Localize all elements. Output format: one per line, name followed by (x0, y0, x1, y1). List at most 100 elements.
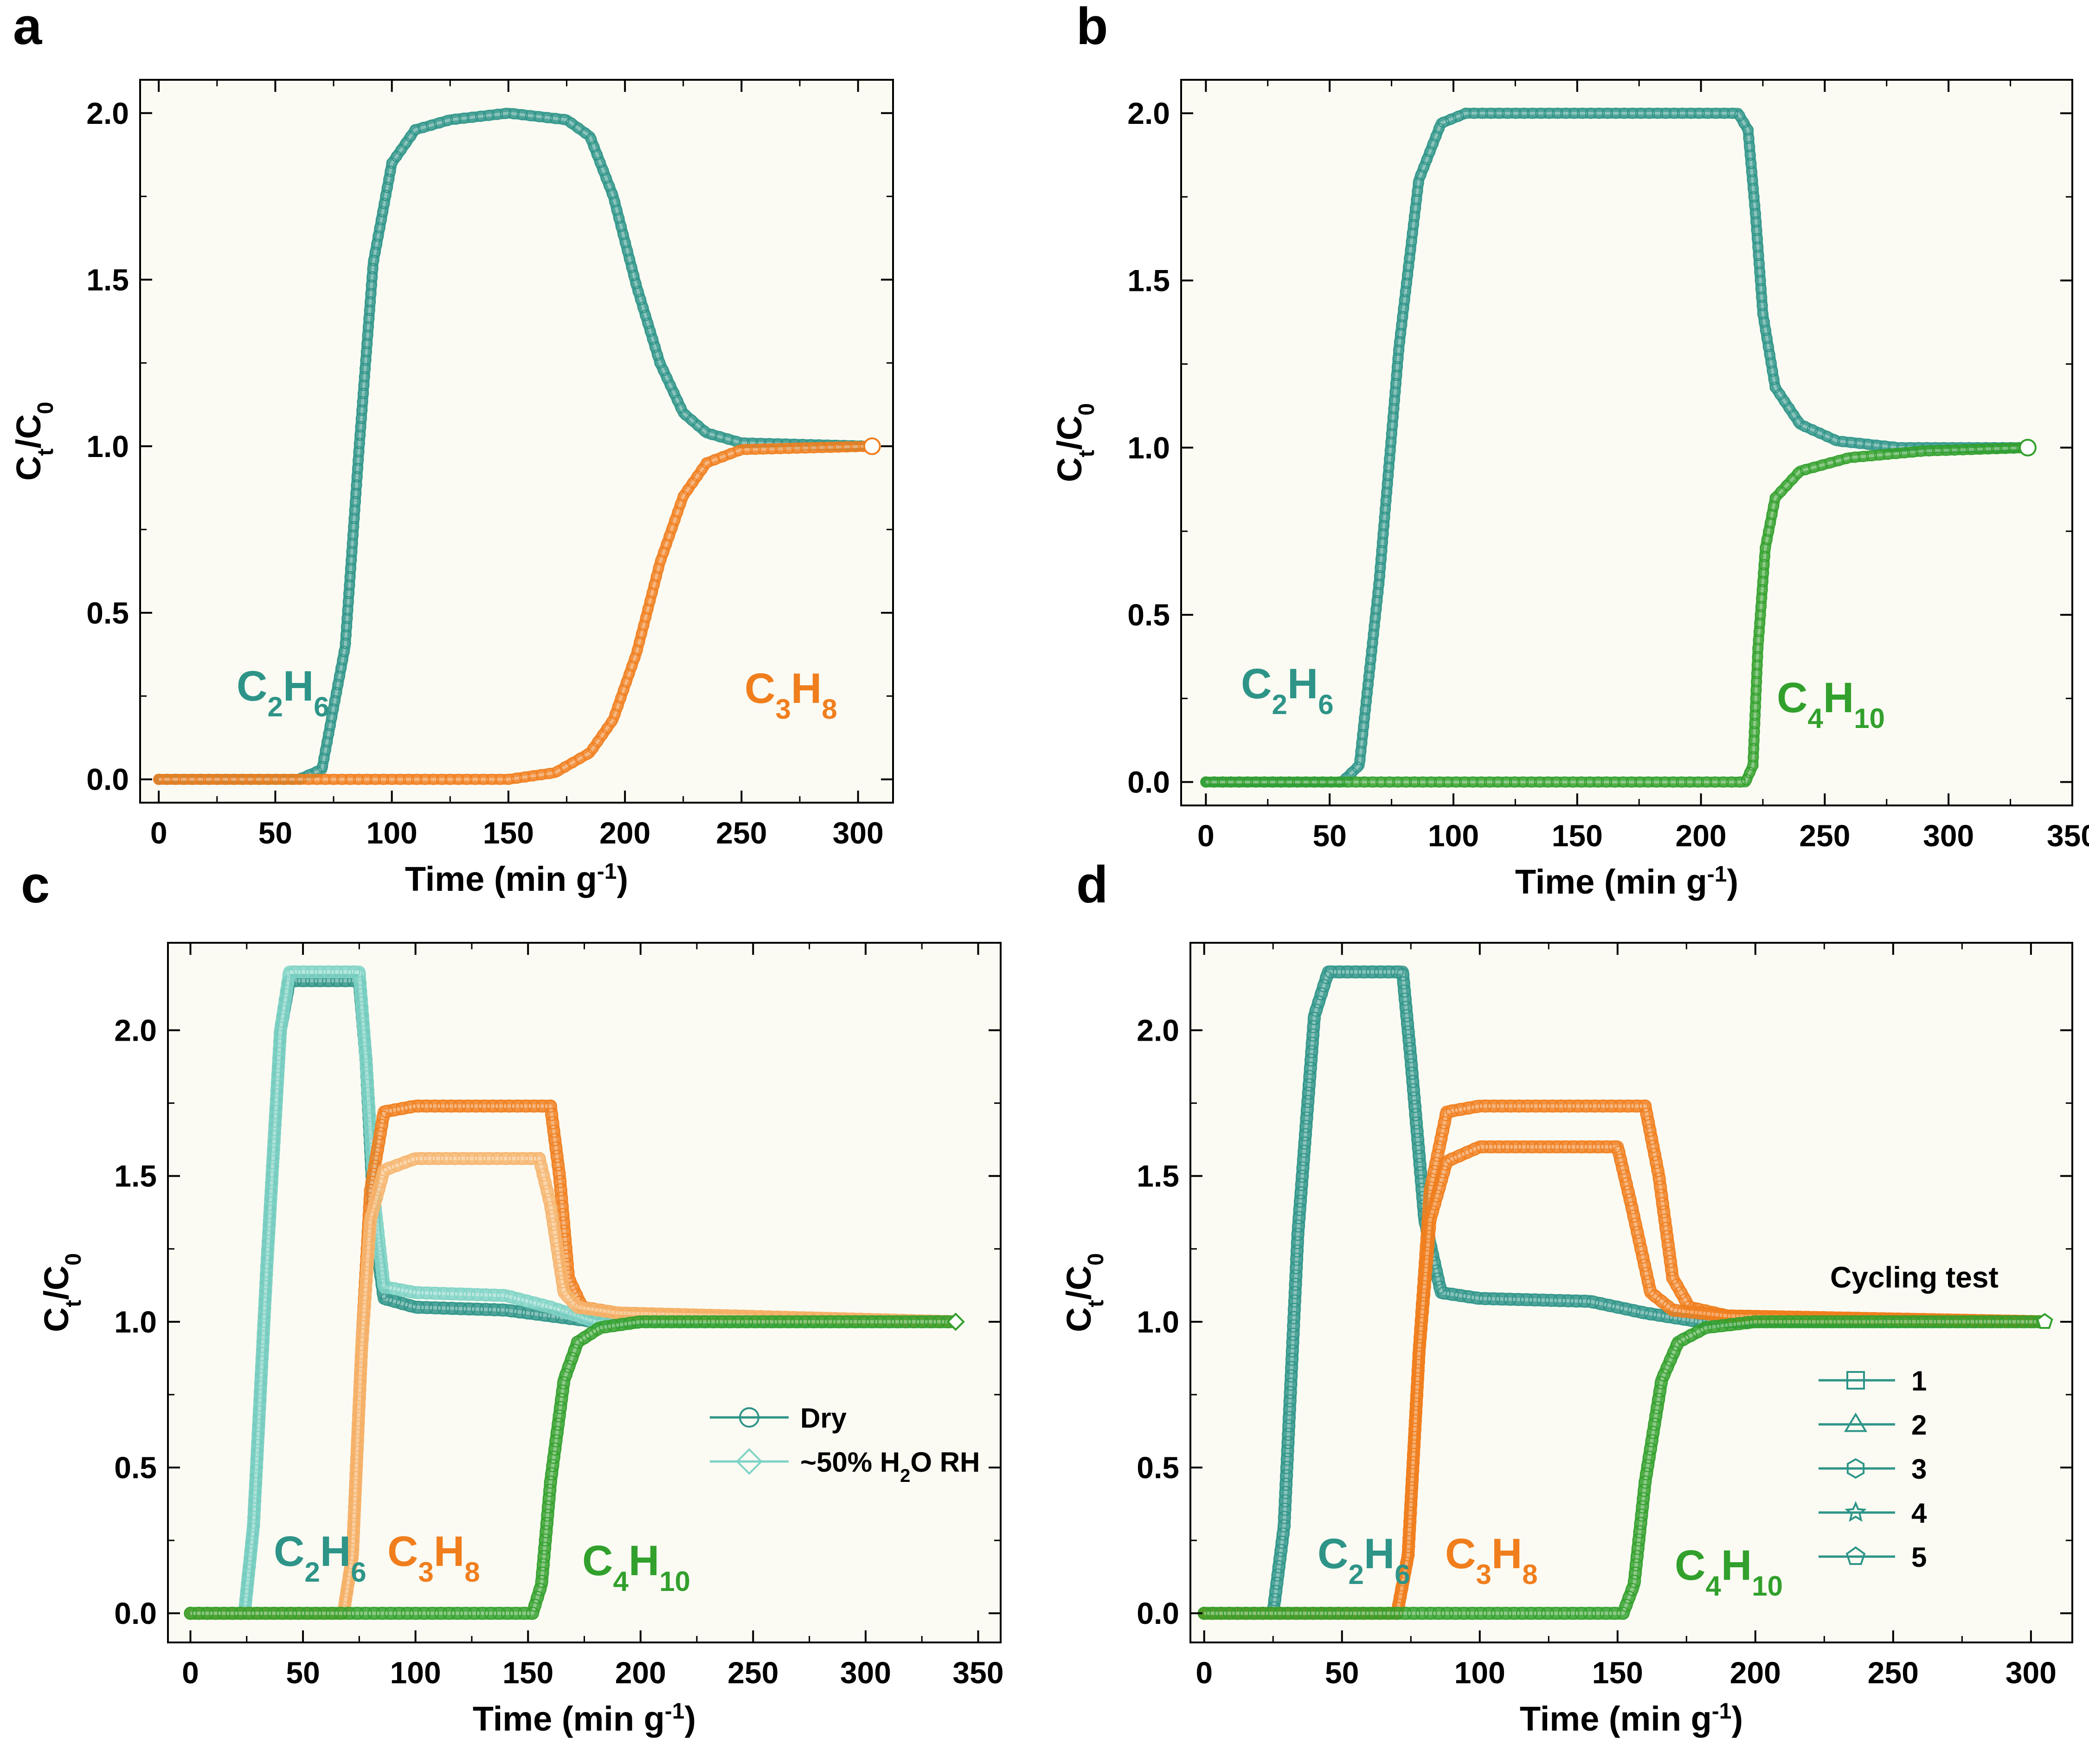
data-point (228, 773, 239, 785)
data-point (1285, 1352, 1299, 1366)
data-point (1747, 174, 1758, 186)
data-point (1234, 776, 1245, 788)
data-point (1401, 1017, 1414, 1030)
data-point (612, 700, 624, 712)
data-point (344, 579, 355, 591)
data-point (1250, 776, 1262, 788)
data-point (1907, 446, 1919, 458)
data-point (444, 773, 456, 785)
data-point (260, 1260, 274, 1273)
data-point (448, 1152, 462, 1165)
data-point (1373, 1607, 1387, 1620)
data-point (1755, 275, 1766, 286)
data-point (417, 1607, 431, 1620)
data-point (1428, 1197, 1441, 1210)
data-point (733, 445, 745, 457)
data-point (1438, 1116, 1451, 1129)
data-point (657, 365, 669, 376)
data-point (1616, 1607, 1630, 1620)
data-point (1419, 1272, 1432, 1285)
data-point (1660, 1230, 1674, 1243)
data-point (1620, 1177, 1633, 1191)
data-point (1470, 1100, 1484, 1113)
data-point (277, 1001, 291, 1015)
data-point (655, 554, 667, 566)
data-point (465, 1152, 479, 1165)
data-point (1384, 444, 1396, 456)
data-point (631, 1315, 645, 1329)
data-point (1949, 1315, 1962, 1328)
data-point (436, 1099, 450, 1113)
data-point (848, 1315, 862, 1328)
data-point (1365, 1607, 1378, 1620)
data-point (628, 270, 640, 281)
data-point (1375, 561, 1386, 573)
data-point (1636, 1306, 1649, 1319)
data-point (494, 1099, 508, 1113)
data-point (507, 1152, 521, 1165)
data-point (1651, 776, 1662, 788)
data-point (548, 1442, 562, 1456)
annotation-c4h10: C4H10 (582, 1537, 690, 1597)
data-point (799, 442, 811, 454)
data-point (1882, 1315, 1896, 1328)
data-point (292, 1607, 306, 1620)
data-point (1470, 1291, 1484, 1305)
x-tick-label: 300 (840, 1655, 891, 1690)
data-point (1642, 776, 1654, 788)
data-point (352, 1400, 366, 1414)
data-point (1350, 776, 1362, 788)
data-point (1280, 1461, 1293, 1474)
data-point (1286, 1336, 1299, 1349)
data-point (392, 1607, 406, 1620)
y-tick-label: 1.0 (86, 429, 129, 464)
data-point (1528, 1293, 1542, 1307)
data-point (1641, 1275, 1655, 1288)
data-point (520, 1294, 533, 1308)
data-point (1652, 1393, 1665, 1406)
data-point (1518, 108, 1530, 119)
data-point (528, 1296, 541, 1310)
data-point (1468, 1142, 1481, 1156)
data-point (347, 538, 358, 549)
data-point (1323, 1607, 1337, 1620)
data-point (1440, 1607, 1454, 1620)
data-point (600, 172, 612, 184)
data-point (1440, 1108, 1453, 1121)
data-point (376, 1607, 389, 1620)
data-point (579, 127, 591, 139)
series-line (1200, 108, 2033, 788)
data-point (350, 1442, 364, 1455)
data-point (899, 1315, 912, 1328)
data-point (340, 1584, 354, 1598)
data-point (1758, 559, 1770, 571)
panel-letter: a (13, 0, 42, 55)
data-point (649, 341, 661, 353)
data-point (1756, 584, 1768, 596)
data-point (1882, 448, 1894, 460)
data-point (1417, 776, 1429, 788)
data-point (354, 1358, 368, 1371)
data-point (1670, 1279, 1684, 1292)
data-point (1289, 1269, 1303, 1283)
data-point (1493, 108, 1505, 119)
data-point (1390, 378, 1402, 389)
data-point (1405, 1058, 1418, 1072)
data-point (388, 1103, 401, 1117)
data-point (341, 1576, 355, 1590)
data-point (1636, 1250, 1650, 1264)
data-point (305, 965, 319, 979)
data-point (1553, 1294, 1567, 1307)
data-point (251, 1607, 264, 1620)
data-point (1534, 1140, 1547, 1153)
data-point (484, 1607, 498, 1620)
data-point (1635, 1508, 1648, 1522)
data-point (1417, 1288, 1431, 1302)
data-point (1676, 776, 1687, 788)
y-tick-label: 1.0 (1127, 431, 1170, 465)
data-point (267, 1607, 281, 1620)
data-point (1383, 461, 1395, 473)
data-point (259, 1276, 273, 1290)
data-point (1433, 1181, 1446, 1195)
data-point (591, 1322, 604, 1336)
